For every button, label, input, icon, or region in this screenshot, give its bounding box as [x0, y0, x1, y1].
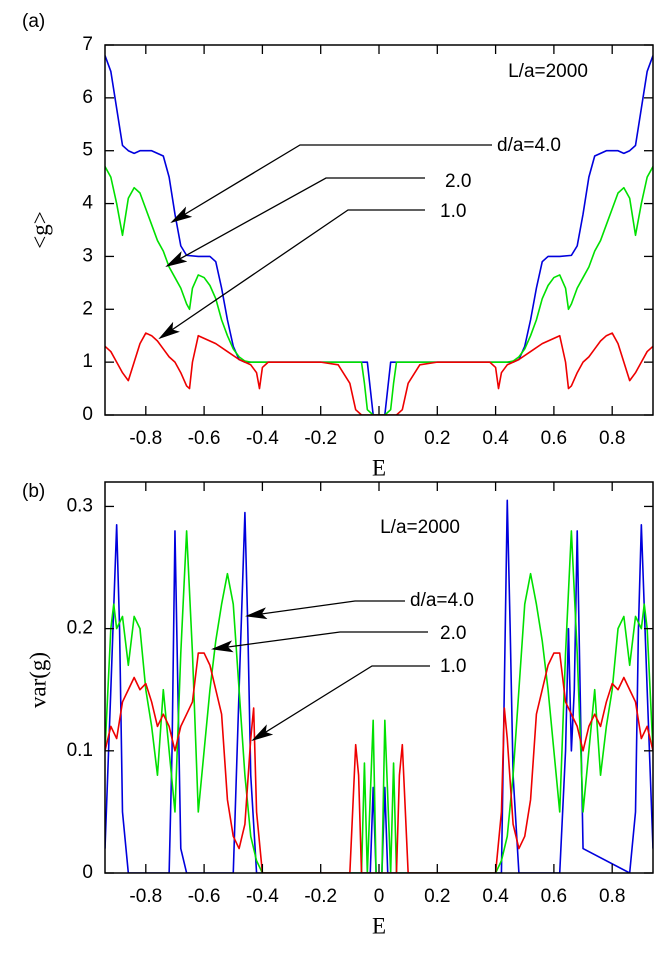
- note: L/a=2000: [508, 61, 588, 82]
- x-tick-label: -0.6: [188, 886, 221, 907]
- y-tick-label: 5: [82, 140, 93, 161]
- annotation-arrow: [170, 144, 492, 224]
- data-line: [105, 332, 653, 415]
- series-annotation: 2.0: [445, 171, 471, 192]
- data-line: [105, 499, 653, 873]
- annotation-arrow: [211, 631, 428, 653]
- x-tick-label: -0.4: [246, 428, 279, 449]
- data-line: [105, 166, 653, 415]
- plot-frame: [104, 44, 654, 416]
- series-annotation: 1.0: [440, 656, 466, 677]
- x-tick-label: -0.8: [129, 886, 162, 907]
- x-tick-label: 0.6: [541, 886, 567, 907]
- x-tick-label: 0.4: [482, 428, 509, 449]
- y-tick-label: 7: [82, 34, 93, 55]
- x-tick-label: -0.6: [188, 428, 221, 449]
- annotation-arrow: [165, 177, 425, 267]
- data-line: [105, 530, 653, 873]
- series-annotation: d/a=4.0: [410, 590, 474, 611]
- y-tick-label: 4: [82, 193, 93, 214]
- note: L/a=2000: [380, 517, 460, 538]
- x-tick-label: 0.6: [541, 428, 567, 449]
- x-tick-label: -0.2: [304, 886, 337, 907]
- panel: -0.8 -0.6 -0.4 -0.2 0 0.2 0.4 0.6 0.8 0 0.1 0.2 0.3 (…: [22, 481, 654, 938]
- data-line: [105, 55, 653, 415]
- data-line: [105, 652, 653, 873]
- x-tick-label: 0.2: [424, 428, 450, 449]
- y-tick-label: 0.3: [67, 495, 93, 516]
- y-tick-label: 0.1: [67, 740, 93, 761]
- x-tick-label: 0.8: [599, 428, 625, 449]
- y-tick-label: 2: [82, 298, 93, 319]
- y-tick-label: 1: [82, 351, 93, 372]
- y-tick-label: 0: [82, 862, 93, 883]
- y-axis-label: var(g): [25, 652, 50, 708]
- x-tick-label: -0.8: [129, 428, 162, 449]
- x-tick-label: -0.2: [304, 428, 337, 449]
- x-tick-label: 0: [374, 428, 385, 449]
- series-annotation: 2.0: [440, 623, 466, 644]
- annotation-arrow: [245, 600, 405, 620]
- y-axis-label: <g>: [27, 211, 52, 248]
- x-axis-label: E: [372, 913, 386, 938]
- panel: -0.8 -0.6 -0.4 -0.2 0 0.2 0.4 0.6 0.8 0 1 2 3 4 5 6 7 (a)…: [22, 11, 654, 480]
- x-tick-label: 0.8: [599, 886, 625, 907]
- panel-label: (b): [22, 481, 45, 502]
- x-tick-label: 0.2: [424, 886, 450, 907]
- x-axis-label: E: [372, 455, 386, 480]
- annotation-arrow: [158, 209, 425, 340]
- panel-label: (a): [22, 11, 45, 32]
- x-tick-label: -0.4: [246, 886, 279, 907]
- y-tick-label: 0.2: [67, 618, 93, 639]
- y-tick-label: 3: [82, 245, 93, 266]
- x-tick-label: 0: [374, 886, 385, 907]
- annotation-arrow: [251, 665, 430, 742]
- y-tick-label: 6: [82, 87, 93, 108]
- series-annotation: 1.0: [440, 201, 466, 222]
- series-annotation: d/a=4.0: [497, 135, 561, 156]
- x-tick-label: 0.4: [482, 886, 509, 907]
- y-tick-label: 0: [82, 404, 93, 425]
